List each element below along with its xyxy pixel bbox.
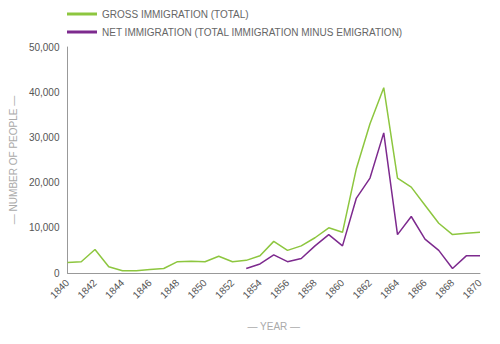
svg-text:1854: 1854: [240, 277, 264, 301]
svg-text:1840: 1840: [48, 277, 72, 301]
svg-text:GROSS IMMIGRATION (TOTAL): GROSS IMMIGRATION (TOTAL): [102, 9, 249, 20]
svg-text:1868: 1868: [433, 277, 457, 301]
svg-text:1862: 1862: [350, 277, 374, 301]
svg-text:1870: 1870: [460, 277, 484, 301]
svg-text:1850: 1850: [185, 277, 209, 301]
svg-text:20,000: 20,000: [29, 177, 60, 188]
svg-text:30,000: 30,000: [29, 132, 60, 143]
svg-text:— YEAR —: — YEAR —: [247, 321, 300, 332]
svg-text:40,000: 40,000: [29, 87, 60, 98]
svg-text:1844: 1844: [103, 277, 127, 301]
svg-text:1856: 1856: [268, 277, 292, 301]
svg-text:0: 0: [54, 268, 60, 279]
svg-text:NET IMMIGRATION (TOTAL IMMIGRA: NET IMMIGRATION (TOTAL IMMIGRATION MINUS…: [102, 27, 402, 38]
svg-text:1860: 1860: [323, 277, 347, 301]
svg-text:1852: 1852: [213, 277, 237, 301]
svg-text:10,000: 10,000: [29, 222, 60, 233]
svg-text:1864: 1864: [378, 277, 402, 301]
svg-text:1842: 1842: [75, 277, 99, 301]
svg-text:1846: 1846: [130, 277, 154, 301]
svg-text:1866: 1866: [405, 277, 429, 301]
svg-text:1858: 1858: [295, 277, 319, 301]
svg-text:50,000: 50,000: [29, 42, 60, 53]
svg-text:1848: 1848: [158, 277, 182, 301]
svg-text:— NUMBER OF PEOPLE —: — NUMBER OF PEOPLE —: [8, 96, 19, 224]
